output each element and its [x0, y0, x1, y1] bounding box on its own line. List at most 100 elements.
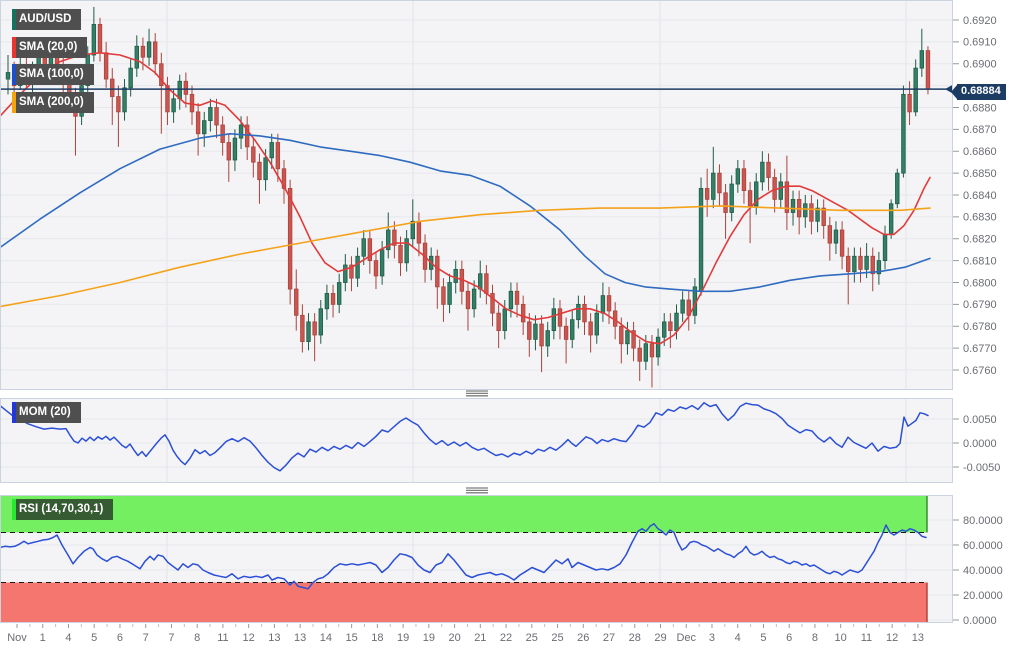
sma20-label-text: SMA (20,0) — [19, 41, 78, 53]
candle-body — [300, 314, 305, 342]
x-axis-label: 5 — [760, 632, 766, 644]
x-axis-label: 13 — [912, 632, 924, 644]
candle-body — [882, 233, 888, 262]
candle-body — [484, 273, 489, 294]
candle-body — [447, 282, 452, 305]
candle-body — [453, 268, 458, 283]
candle-body — [539, 323, 544, 347]
x-axis-label: 13 — [294, 632, 306, 644]
rsi-axis-label: 0.0000 — [963, 615, 997, 627]
x-axis-label: 6 — [117, 632, 123, 644]
price-axis-label: 0.6780 — [963, 321, 997, 333]
price-axis-label: 0.6910 — [963, 37, 997, 49]
x-axis-label: 8 — [812, 632, 818, 644]
candle-body — [287, 188, 293, 290]
candle-body — [177, 80, 182, 100]
candle-body — [122, 87, 127, 113]
candle-body — [318, 308, 323, 336]
mom-axis-label: 0.0050 — [963, 414, 997, 426]
candle-body — [232, 137, 238, 161]
x-axis-label: 10 — [835, 632, 847, 644]
price-axis-label: 0.6770 — [963, 343, 997, 355]
x-axis-label: 21 — [474, 632, 486, 644]
candle-body — [465, 290, 471, 310]
price-axis-label: 0.6820 — [963, 234, 997, 246]
rsi-axis-label: 60.0000 — [963, 540, 1003, 552]
candle-body — [152, 41, 158, 65]
candle-body — [373, 260, 379, 277]
candle-body — [171, 98, 176, 113]
sma200-line — [0, 205, 931, 308]
candle-body — [772, 177, 777, 200]
x-axis-label: 11 — [861, 632, 872, 644]
candle-body — [404, 238, 409, 264]
candle-body — [165, 85, 170, 113]
x-axis-label: 3 — [709, 632, 715, 644]
candle-body — [281, 168, 287, 189]
x-axis-label: 26 — [577, 632, 589, 644]
candle-body — [815, 207, 820, 222]
candle-body — [833, 229, 839, 244]
candle-body — [103, 52, 109, 80]
candle-body — [251, 146, 256, 163]
candle-body — [226, 142, 231, 161]
candle-body — [631, 330, 636, 349]
x-axis-label: 7 — [143, 632, 149, 644]
candle-body — [821, 207, 826, 227]
price-axis-label: 0.6800 — [963, 277, 997, 289]
candle-body — [674, 312, 679, 332]
mom-accent-bar — [12, 402, 16, 423]
candle-body — [238, 124, 244, 139]
candle-body — [97, 23, 103, 54]
pair-label-text: AUD/USD — [19, 13, 72, 25]
x-axis-label: 4 — [735, 632, 741, 644]
candle-body — [159, 63, 164, 87]
candle-body — [876, 260, 882, 275]
candle-body — [527, 321, 532, 340]
candle-body — [533, 323, 538, 340]
sma20-accent-bar — [12, 37, 16, 58]
pair-label: AUD/USD — [12, 9, 82, 30]
x-axis-label: 7 — [168, 632, 174, 644]
candle-body — [563, 325, 569, 340]
candle-body — [846, 255, 851, 272]
candle-body — [134, 45, 139, 69]
candle-body — [551, 308, 557, 332]
x-axis-label: 22 — [500, 632, 512, 644]
x-axis-label: 1 — [40, 632, 46, 644]
candle-body — [140, 45, 146, 58]
candle-body — [588, 321, 593, 336]
price-axis-label: 0.6830 — [963, 212, 997, 224]
candle-body — [637, 347, 642, 362]
x-axis-label: 14 — [320, 632, 332, 644]
candle-body — [343, 264, 348, 283]
candle-body — [717, 172, 722, 194]
rsi-line — [0, 523, 927, 590]
x-axis-label: 15 — [345, 632, 357, 644]
candle-body — [269, 142, 274, 159]
price-axis-label: 0.6810 — [963, 255, 997, 267]
candle-body — [545, 330, 550, 347]
price-axis-label: 0.6760 — [963, 365, 997, 377]
candle-body — [698, 188, 704, 292]
candle-body — [208, 107, 213, 122]
sma200-label-text: SMA (200,0) — [19, 96, 84, 108]
candle-body — [913, 67, 918, 113]
candle-body — [146, 41, 152, 58]
price-axis-label: 0.6840 — [963, 190, 997, 202]
candle-body — [195, 111, 201, 135]
candle-body — [803, 203, 808, 218]
price-axis-label: 0.6880 — [963, 102, 997, 114]
candle-body — [490, 293, 495, 314]
candle-body — [668, 321, 673, 332]
candle-body — [600, 295, 606, 314]
x-axis-label: 25 — [551, 632, 563, 644]
candle-body — [379, 249, 385, 277]
candle-body — [128, 67, 133, 89]
candle-body — [895, 172, 900, 205]
candle-body — [312, 321, 317, 336]
candle-body — [680, 299, 685, 314]
x-axis-label: Nov — [7, 632, 27, 644]
price-axis-label: 0.6870 — [963, 124, 997, 136]
